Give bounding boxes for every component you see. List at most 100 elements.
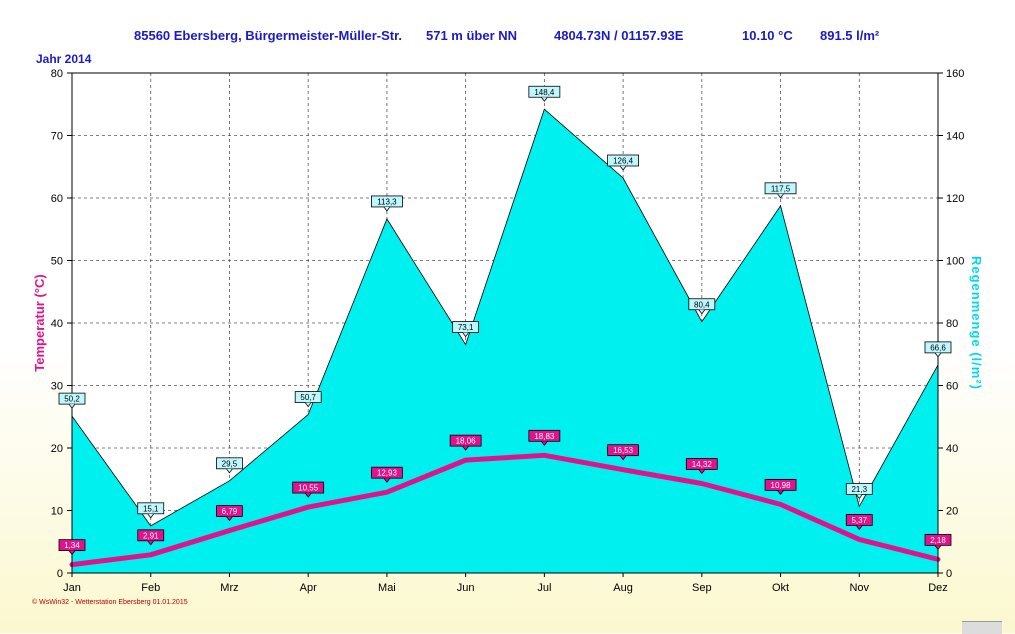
temp-label-Jul-text: 18,83: [534, 432, 555, 441]
rain-label-Mrz: 29,5: [216, 457, 243, 474]
tick-label-x: Mrz: [220, 582, 238, 594]
temp-label-Dez: 2,18: [924, 533, 952, 551]
temp-label-Nov-text: 5,37: [851, 516, 867, 525]
tick-label-x: Jul: [537, 582, 551, 594]
rain-label-Jun: 73,1: [452, 321, 480, 338]
temp-label-Feb-pointer: [147, 540, 155, 546]
tick-label-left: 0: [57, 568, 63, 580]
tick-label-x: Jun: [457, 582, 475, 594]
temp-label-Dez-text: 2,18: [930, 536, 946, 545]
tick-label-x: Okt: [772, 582, 789, 594]
year-label: Jahr 2014: [36, 52, 92, 66]
tick-label-x: Apr: [300, 582, 317, 594]
tick-label-left: 30: [51, 381, 63, 393]
tick-label-right: 60: [946, 381, 958, 393]
tick-label-left: 80: [51, 68, 63, 80]
temp-label-Feb: 2,91: [137, 529, 165, 546]
tick-label-right: 140: [946, 131, 964, 143]
rain-label-Mai: 113,3: [371, 195, 403, 212]
rain-label-Sep: 80,4: [688, 298, 716, 315]
temp-label-Dez-pointer: [934, 545, 942, 551]
temp-label-Aug-pointer: [619, 455, 627, 461]
tick-label-x: Jan: [63, 582, 81, 594]
tick-label-right: 80: [946, 318, 958, 330]
rain-label-Mrz-text: 29,5: [222, 459, 238, 468]
footer-copyright: © WsWin32 - Wetterstation Ebersberg 01.0…: [32, 599, 188, 606]
station-name: 85560 Ebersberg, Bürgermeister-Müller-St…: [134, 28, 403, 43]
temperature-line: [69, 452, 941, 568]
temp-label-Jun: 18,06: [449, 434, 482, 451]
rain-label-Apr-pointer: [304, 402, 312, 408]
tick-label-x: Feb: [141, 582, 160, 594]
mean-temperature: 10.10 °C: [742, 28, 793, 43]
tick-label-x: Nov: [849, 582, 869, 594]
temp-label-Feb-text: 2,91: [143, 531, 159, 540]
rain-label-Okt-text: 117,5: [771, 184, 791, 193]
tick-label-right: 0: [946, 568, 952, 580]
tick-label-x: Mai: [378, 582, 396, 594]
temp-label-Okt: 10,98: [764, 478, 797, 496]
tick-label-left: 10: [51, 506, 63, 518]
temp-label-Mrz: 6,79: [216, 505, 243, 522]
temp-label-Mrz-pointer: [226, 516, 233, 522]
temp-label-Nov: 5,37: [845, 514, 873, 531]
temp-label-Okt-pointer: [777, 490, 784, 496]
tick-label-x: Aug: [613, 582, 633, 594]
scrollbar-corner[interactable]: [962, 621, 1002, 634]
temp-label-Nov-pointer: [855, 525, 863, 531]
rain-label-Jan-pointer: [68, 403, 76, 409]
rain-label-Feb-text: 15,1: [143, 504, 159, 513]
rain-label-Jan: 50,2: [58, 392, 86, 409]
tick-label-right: 120: [946, 193, 964, 205]
rain-label-Apr-text: 50,7: [300, 393, 316, 402]
tick-label-left: 50: [51, 256, 63, 268]
tick-label-left: 20: [51, 443, 63, 455]
temp-label-Aug: 16,53: [607, 444, 639, 461]
rain-label-Mrz-pointer: [226, 468, 233, 474]
temp-label-Mrz-text: 6,79: [222, 507, 238, 516]
temp-label-Jan-pointer: [68, 550, 76, 556]
tick-label-right: 40: [946, 443, 958, 455]
rain-label-Dez-text: 66,6: [930, 343, 946, 352]
rain-label-Jun-text: 73,1: [458, 323, 474, 332]
temp-label-Jul-pointer: [541, 441, 548, 446]
temp-label-Okt-text: 10,98: [771, 481, 792, 490]
tick-label-left: 40: [51, 318, 63, 330]
rain-label-Jan-text: 50,2: [64, 395, 80, 404]
temp-label-Mai-pointer: [383, 477, 391, 483]
rain-label-Okt: 117,5: [764, 182, 797, 199]
altitude: 571 m über NN: [426, 28, 518, 43]
rain-label-Jul-pointer: [541, 97, 548, 102]
temp-label-Jul: 18,83: [528, 429, 561, 446]
rain-label-Dez: 66,6: [924, 341, 952, 358]
tick-label-right: 100: [946, 256, 964, 268]
temp-label-Mai: 12,93: [371, 466, 403, 483]
temp-label-Apr-pointer: [304, 492, 312, 498]
rain-label-Sep-pointer: [698, 309, 706, 315]
rain-label-Aug: 126,4: [607, 154, 639, 171]
temp-label-Sep-pointer: [698, 469, 706, 475]
rain-label-Dez-pointer: [934, 352, 942, 358]
total-rainfall: 891.5 l/m²: [820, 28, 880, 43]
rain-label-Feb-pointer: [147, 513, 155, 519]
temp-label-Jan-text: 1,34: [64, 541, 80, 550]
temp-label-Mai-text: 12,93: [377, 469, 398, 478]
rain-label-Aug-text: 126,4: [613, 157, 634, 166]
temp-label-Apr: 10,55: [292, 481, 325, 498]
rain-label-Jul-text: 148,4: [534, 88, 555, 97]
rain-label-Sep-text: 80,4: [694, 300, 710, 309]
tick-label-x: Dez: [928, 582, 948, 594]
y-axis-title-right: Regenmenge (l/m²): [969, 256, 984, 390]
temp-label-Jan: 1,34: [58, 539, 86, 556]
temp-label-Sep: 14,32: [685, 458, 718, 475]
temp-label-Jun-pointer: [462, 445, 469, 451]
rain-label-Jul: 148,4: [528, 85, 561, 102]
tick-label-right: 20: [946, 506, 958, 518]
temp-label-Jun-text: 18,06: [456, 437, 477, 446]
rain-label-Aug-pointer: [619, 165, 627, 171]
temp-label-Sep-text: 14,32: [692, 460, 713, 469]
rain-label-Feb: 15,1: [137, 502, 165, 519]
y-axis-title-left: Temperatur (°C): [32, 274, 47, 371]
